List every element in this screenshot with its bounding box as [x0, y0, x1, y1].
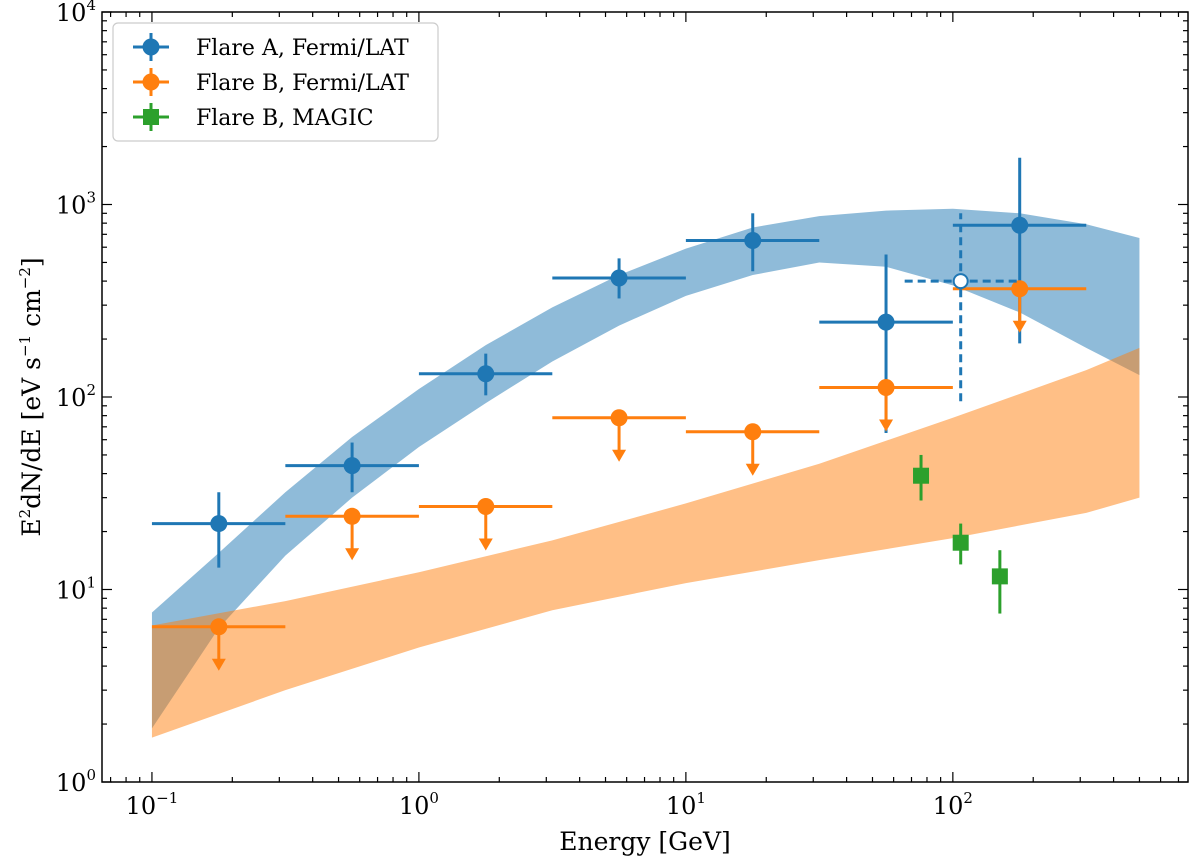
- y-axis-label-sup: 2: [16, 509, 34, 519]
- x-tick-label-base: 10: [933, 792, 964, 820]
- y-tick-label-exponent: 0: [86, 766, 96, 784]
- flare-b-band: [151, 347, 1140, 738]
- series-0: [151, 157, 1087, 568]
- data-point-marker: [343, 507, 361, 525]
- data-point-marker: [913, 467, 930, 484]
- data-point-marker: [477, 497, 495, 515]
- x-tick-label: 101: [666, 789, 706, 820]
- y-axis-label-sup: −2: [16, 267, 34, 289]
- x-tick-label: 102: [933, 789, 973, 820]
- data-point-marker: [877, 313, 895, 331]
- x-axis-label: Energy [GeV]: [559, 827, 731, 856]
- x-tick-label-exponent: 0: [429, 789, 439, 807]
- y-tick-label-exponent: 4: [86, 0, 96, 14]
- data-point-marker: [210, 618, 228, 636]
- series-1: [151, 280, 1087, 671]
- legend: Flare A, Fermi/LAT Flare B, Fermi/LAT Flar…: [112, 22, 439, 142]
- y-tick-label: 100: [56, 766, 96, 797]
- legend-label: Flare B, Fermi/LAT: [196, 71, 409, 96]
- data-point-marker: [1011, 216, 1029, 234]
- x-tick-label-exponent: 1: [696, 789, 706, 807]
- legend-marker: [142, 38, 160, 56]
- series-2: [913, 454, 1008, 614]
- y-tick-label: 103: [56, 189, 96, 220]
- upper-limit-arrow-head: [745, 463, 760, 476]
- upper-limit-arrow-head: [478, 538, 493, 551]
- legend-marker: [142, 73, 160, 91]
- data-point-marker: [877, 379, 895, 397]
- y-axis-label-sup: −1: [16, 335, 34, 357]
- upper-limit-arrow-head: [879, 419, 894, 432]
- y-tick-label: 104: [56, 0, 96, 27]
- data-point-marker: [952, 534, 969, 551]
- y-axis-label-part: E: [17, 518, 46, 536]
- y-tick-label-base: 10: [56, 0, 87, 27]
- y-axis-label-part: ]: [17, 257, 46, 267]
- x-tick-label-exponent: −1: [156, 789, 178, 807]
- y-tick-label-exponent: 1: [86, 574, 96, 592]
- data-point-marker: [1011, 280, 1029, 298]
- upper-limit-arrow-head: [211, 658, 226, 671]
- y-axis-label: E2dN/dE [eV s−1 cm−2]: [16, 257, 46, 536]
- data-point-marker: [610, 409, 628, 427]
- y-tick-label: 101: [56, 574, 96, 605]
- data-point-marker: [610, 269, 628, 287]
- legend-marker: [143, 109, 159, 125]
- upper-limit-arrow-head: [345, 548, 360, 561]
- legend-label: Flare A, Fermi/LAT: [196, 36, 409, 61]
- y-tick-label-exponent: 3: [86, 189, 96, 207]
- data-point-marker: [744, 232, 762, 250]
- x-tick-label: 100: [399, 789, 439, 820]
- series-3: [904, 213, 1020, 402]
- x-tick-label-base: 10: [666, 792, 697, 820]
- y-tick-label-base: 10: [56, 384, 87, 412]
- y-tick-label-base: 10: [56, 577, 87, 605]
- legend-label: Flare B, MAGIC: [196, 106, 374, 131]
- legend-box: [112, 22, 439, 142]
- x-tick-label-exponent: 2: [963, 789, 973, 807]
- x-tick-label-base: 10: [126, 792, 157, 820]
- data-point-marker: [477, 365, 495, 383]
- data-point-marker: [991, 568, 1008, 585]
- x-tick-label: 10−1: [126, 789, 179, 820]
- y-axis-label-part: dN/dE [eV s: [17, 357, 46, 509]
- data-point-marker: [952, 273, 969, 290]
- y-tick-label-base: 10: [56, 192, 87, 220]
- data-point-marker: [210, 515, 228, 533]
- upper-limit-arrow-head: [1012, 320, 1027, 333]
- upper-limit-arrow-head: [612, 449, 627, 462]
- y-tick-label: 102: [56, 381, 96, 412]
- x-tick-label-base: 10: [399, 792, 430, 820]
- data-point-marker: [744, 423, 762, 441]
- data-point-marker: [343, 457, 361, 475]
- series-layer: [151, 157, 1087, 671]
- y-axis-label-part: cm: [17, 289, 46, 335]
- y-tick-label-base: 10: [56, 769, 87, 797]
- y-tick-label-exponent: 2: [86, 381, 96, 399]
